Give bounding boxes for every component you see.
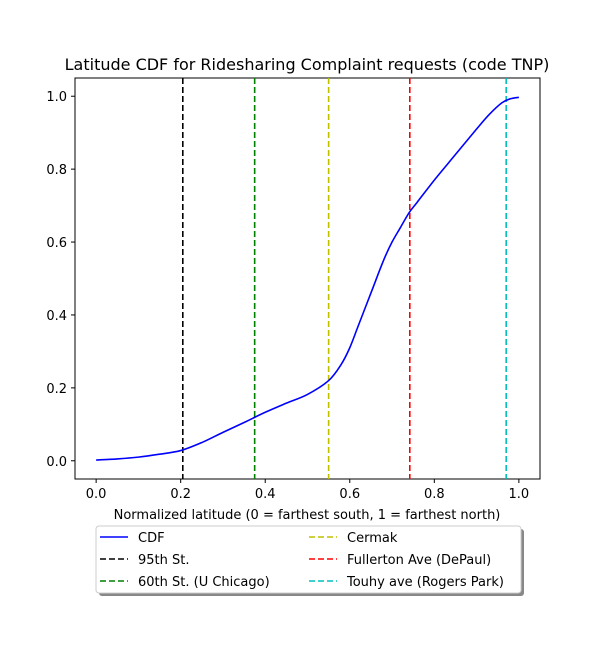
x-tick-label: 0.0 bbox=[86, 487, 107, 502]
legend-label: 95th St. bbox=[138, 553, 190, 568]
x-tick-label: 0.8 bbox=[424, 487, 445, 502]
x-tick-label: 0.4 bbox=[255, 487, 276, 502]
legend-label: Cermak bbox=[347, 531, 398, 546]
legend-label: Touhy ave (Rogers Park) bbox=[346, 575, 504, 590]
series-line-cdf bbox=[96, 96, 519, 461]
legend: CDF 95th St. 60th St. (U Chicago) Cermak Ful… bbox=[95, 525, 524, 596]
legend-frame bbox=[95, 525, 522, 594]
y-tick-label: 0.2 bbox=[46, 382, 67, 397]
y-tick-label: 1.0 bbox=[46, 90, 67, 105]
plot-area bbox=[74, 77, 541, 480]
y-axis: 0.0 0.2 0.4 0.6 0.8 1.0 bbox=[46, 90, 75, 470]
y-tick-label: 0.6 bbox=[46, 236, 67, 251]
legend-label: CDF bbox=[138, 531, 165, 546]
y-tick-label: 0.4 bbox=[46, 309, 67, 324]
series bbox=[96, 96, 519, 461]
y-tick-label: 0.8 bbox=[46, 163, 67, 178]
chart-title: Latitude CDF for Ridesharing Complaint r… bbox=[65, 55, 550, 74]
legend-label: Fullerton Ave (DePaul) bbox=[347, 553, 491, 568]
plot-frame bbox=[74, 77, 541, 480]
x-axis: 0.0 0.2 0.4 0.6 0.8 1.0 bbox=[86, 479, 529, 502]
x-tick-label: 0.6 bbox=[339, 487, 360, 502]
x-axis-title: Normalized latitude (0 = farthest south,… bbox=[114, 508, 501, 523]
x-tick-label: 0.2 bbox=[170, 487, 191, 502]
reference-lines bbox=[181, 78, 507, 479]
legend-label: 60th St. (U Chicago) bbox=[138, 575, 270, 590]
x-tick-label: 1.0 bbox=[509, 487, 530, 502]
y-tick-label: 0.0 bbox=[46, 455, 67, 470]
